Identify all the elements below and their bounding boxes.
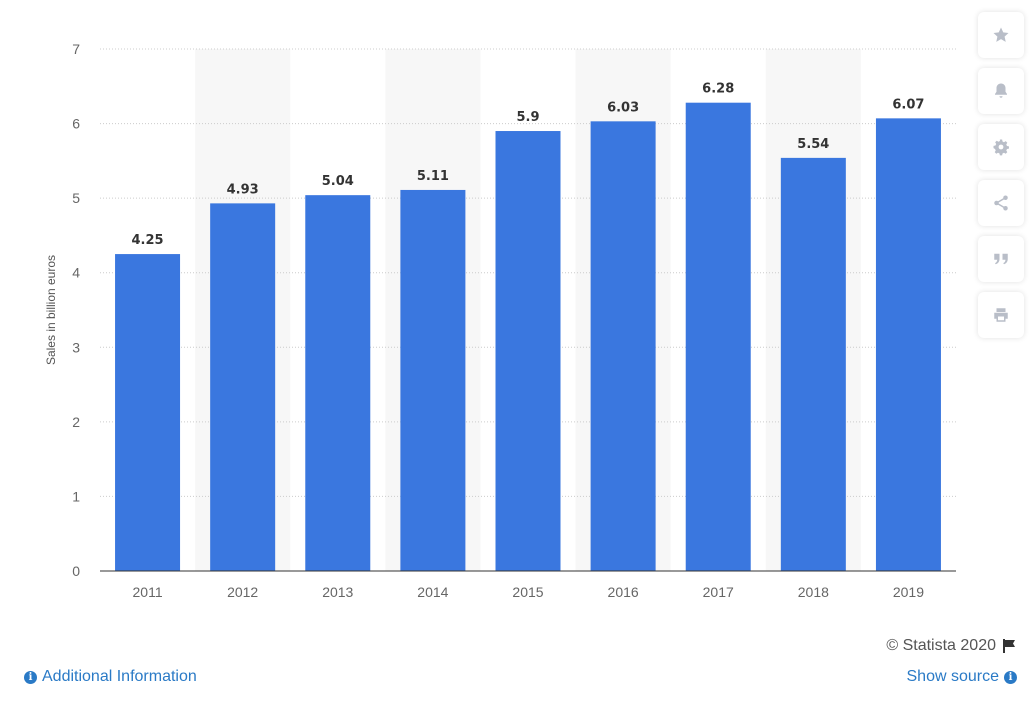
y-tick-label: 5 — [72, 190, 80, 206]
star-icon — [993, 27, 1009, 42]
data-label: 4.93 — [227, 182, 259, 197]
data-label: 4.25 — [132, 233, 164, 248]
x-tick-label: 2019 — [893, 584, 924, 600]
show-source-label: Show source — [906, 668, 1000, 685]
gear-icon — [993, 139, 1009, 156]
x-tick-label: 2013 — [322, 584, 353, 600]
copyright-notice: © Statista 2020 — [886, 637, 1017, 655]
data-label: 6.07 — [892, 97, 924, 112]
print-icon — [994, 308, 1008, 322]
bar-2015[interactable] — [495, 131, 561, 571]
x-tick-label: 2017 — [703, 584, 734, 600]
bar-2012[interactable] — [210, 203, 276, 571]
x-tick-label: 2011 — [133, 584, 163, 600]
bar-2018[interactable] — [780, 157, 846, 572]
quote-icon — [994, 253, 1008, 265]
x-tick-label: 2015 — [512, 584, 543, 600]
side-toolbar — [978, 12, 1026, 348]
copyright-text: © Statista 2020 — [886, 637, 996, 654]
cite-button[interactable] — [978, 236, 1024, 282]
additional-information-link[interactable]: i Additional Information — [24, 668, 197, 686]
data-label: 5.9 — [516, 110, 539, 125]
x-tick-label: 2012 — [227, 584, 258, 600]
bar-2017[interactable] — [685, 102, 751, 571]
share-button[interactable] — [978, 180, 1024, 226]
y-tick-label: 2 — [72, 414, 80, 430]
x-tick-label: 2014 — [417, 584, 448, 600]
data-label: 5.54 — [797, 137, 829, 152]
data-label: 5.04 — [322, 174, 354, 189]
bell-icon — [995, 83, 1007, 98]
info-icon: i — [24, 670, 37, 684]
notification-button[interactable] — [978, 68, 1024, 114]
data-label: 6.03 — [607, 100, 639, 115]
y-tick-label: 1 — [72, 488, 80, 504]
y-tick-label: 3 — [72, 339, 80, 355]
settings-button[interactable] — [978, 124, 1024, 170]
bar-2013[interactable] — [305, 195, 371, 571]
bar-2019[interactable] — [875, 118, 941, 571]
x-tick-label: 2018 — [798, 584, 829, 600]
flag-icon[interactable] — [1001, 638, 1017, 654]
y-tick-label: 4 — [72, 265, 80, 281]
bar-2011[interactable] — [115, 254, 181, 572]
y-axis-label: Sales in billion euros — [44, 255, 58, 365]
favorite-button[interactable] — [978, 12, 1024, 58]
show-source-link[interactable]: Show source i — [906, 668, 1017, 686]
info-icon: i — [1004, 670, 1017, 684]
y-tick-label: 0 — [72, 563, 80, 579]
data-label: 6.28 — [702, 82, 734, 97]
additional-information-label: Additional Information — [42, 668, 197, 685]
bar-2016[interactable] — [590, 121, 656, 571]
y-tick-label: 7 — [72, 41, 80, 57]
print-button[interactable] — [978, 292, 1024, 338]
data-label: 5.11 — [417, 169, 449, 184]
bar-2014[interactable] — [400, 189, 466, 571]
x-tick-label: 2016 — [608, 584, 639, 600]
share-icon — [994, 195, 1008, 211]
y-tick-label: 6 — [72, 116, 80, 132]
